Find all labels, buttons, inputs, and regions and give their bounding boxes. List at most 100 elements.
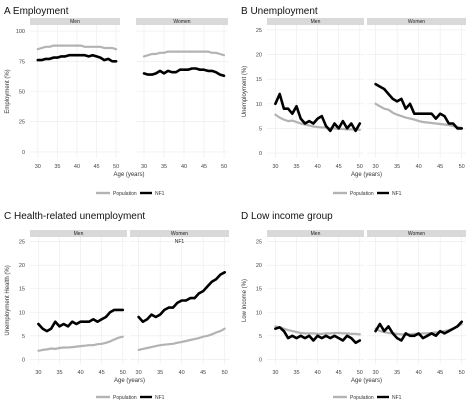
x-tick-label: 50 <box>120 370 126 376</box>
x-tick-label: 35 <box>56 370 62 376</box>
x-tick-label: 30 <box>373 370 379 376</box>
legend-label-nf1: NF1 <box>392 191 402 197</box>
x-tick-label: 35 <box>157 370 163 376</box>
facet-strip <box>136 18 228 25</box>
x-axis-label: Age (years) <box>351 172 382 178</box>
x-tick-label: 35 <box>394 164 400 170</box>
x-tick-label: 45 <box>201 164 207 170</box>
y-tick-label: 20 <box>256 53 262 59</box>
panel-title: B Unemployment <box>241 6 318 17</box>
y-tick-label: 10 <box>256 102 262 108</box>
y-tick-label: 0 <box>22 357 25 363</box>
series-line-population <box>374 102 463 130</box>
x-tick-label: 30 <box>272 370 278 376</box>
x-tick-label: 30 <box>373 164 379 170</box>
y-tick-label: 50 <box>19 90 25 96</box>
series-line-nf1 <box>37 308 125 333</box>
y-tick-label: 10 <box>256 310 262 316</box>
annotation-label: NF1 <box>175 239 185 245</box>
y-tick-label: 20 <box>19 263 25 269</box>
x-axis-label: Age (years) <box>351 378 382 384</box>
y-axis-label: Unemployment (%) <box>242 66 248 117</box>
facet-label: Women <box>408 19 425 25</box>
series-line-population <box>142 50 226 58</box>
series-line-nf1 <box>142 67 226 78</box>
x-tick-label: 50 <box>357 370 363 376</box>
facet-label: Men <box>74 231 84 237</box>
y-tick-label: 0 <box>22 150 25 156</box>
y-tick-label: 15 <box>19 287 25 293</box>
x-tick-label: 30 <box>35 370 41 376</box>
facet-label: Women <box>408 231 425 237</box>
x-tick-label: 45 <box>200 370 206 376</box>
x-tick-label: 40 <box>315 164 321 170</box>
x-tick-label: 30 <box>136 370 142 376</box>
x-tick-label: 35 <box>293 164 299 170</box>
x-tick-label: 40 <box>179 370 185 376</box>
x-tick-label: 35 <box>54 164 60 170</box>
facet-strip <box>367 230 466 237</box>
y-axis-label: Low income (%) <box>242 279 248 322</box>
facet-label: Women <box>173 19 190 25</box>
panel-3: C Health-related unemployment Unemploymen… <box>4 211 229 401</box>
series-line-nf1 <box>36 53 118 63</box>
facet-strip <box>267 18 364 25</box>
y-tick-label: 15 <box>256 77 262 83</box>
x-tick-label: 45 <box>336 370 342 376</box>
x-tick-label: 45 <box>437 164 443 170</box>
series-line-population <box>37 335 124 352</box>
facet-strip <box>267 230 364 237</box>
x-tick-label: 45 <box>336 164 342 170</box>
x-tick-label: 40 <box>78 370 84 376</box>
facet-strip <box>30 18 120 25</box>
y-tick-label: 25 <box>256 240 262 246</box>
x-tick-label: 35 <box>394 370 400 376</box>
panel-2: B Unemployment Unemployment (%) 0 5 10 15 20 25… <box>241 6 466 197</box>
facet-label: Men <box>311 19 321 25</box>
y-tick-label: 10 <box>19 310 25 316</box>
x-tick-label: 40 <box>181 164 187 170</box>
x-tick-label: 35 <box>293 370 299 376</box>
y-tick-label: 15 <box>256 287 262 293</box>
x-tick-label: 50 <box>459 164 465 170</box>
x-tick-label: 30 <box>141 164 147 170</box>
panel-title: C Health-related unemployment <box>4 211 145 222</box>
x-tick-label: 45 <box>93 164 99 170</box>
facet-strip <box>367 18 466 25</box>
y-tick-label: 75 <box>19 59 25 65</box>
x-tick-label: 30 <box>272 164 278 170</box>
y-tick-label: 0 <box>259 151 262 157</box>
y-tick-label: 0 <box>259 357 262 363</box>
y-axis-label: Employment (%) <box>5 69 11 113</box>
panel-title: A Employment <box>4 6 69 17</box>
y-tick-label: 100 <box>16 29 25 35</box>
legend-label-nf1: NF1 <box>392 395 402 401</box>
facet-label: Men <box>311 231 321 237</box>
x-axis-label: Age (years) <box>114 378 145 384</box>
x-axis-label: Age (years) <box>113 172 144 178</box>
x-tick-label: 45 <box>437 370 443 376</box>
y-tick-label: 20 <box>256 263 262 269</box>
legend-label-population: Population <box>350 395 374 401</box>
x-tick-label: 50 <box>222 370 228 376</box>
facet-strip <box>130 230 229 237</box>
legend-label-population: Population <box>113 395 137 401</box>
series-line-nf1 <box>274 326 362 345</box>
panel-1: A Employment Employment (%) 0 25 50 75 100 Men 3… <box>4 6 228 197</box>
panel-title: D Low income group <box>241 211 333 222</box>
series-line-population <box>274 113 361 131</box>
x-tick-label: 35 <box>161 164 167 170</box>
y-tick-label: 25 <box>19 240 25 246</box>
x-tick-label: 50 <box>459 370 465 376</box>
y-tick-label: 25 <box>19 120 25 126</box>
series-line-population <box>274 325 361 336</box>
series-line-nf1 <box>374 320 463 342</box>
y-tick-label: 5 <box>259 126 262 132</box>
x-tick-label: 50 <box>221 164 227 170</box>
series-line-nf1 <box>137 271 226 323</box>
x-tick-label: 45 <box>99 370 105 376</box>
legend-label-nf1: NF1 <box>155 395 165 401</box>
x-tick-label: 30 <box>35 164 41 170</box>
legend-label-nf1: NF1 <box>155 191 165 197</box>
